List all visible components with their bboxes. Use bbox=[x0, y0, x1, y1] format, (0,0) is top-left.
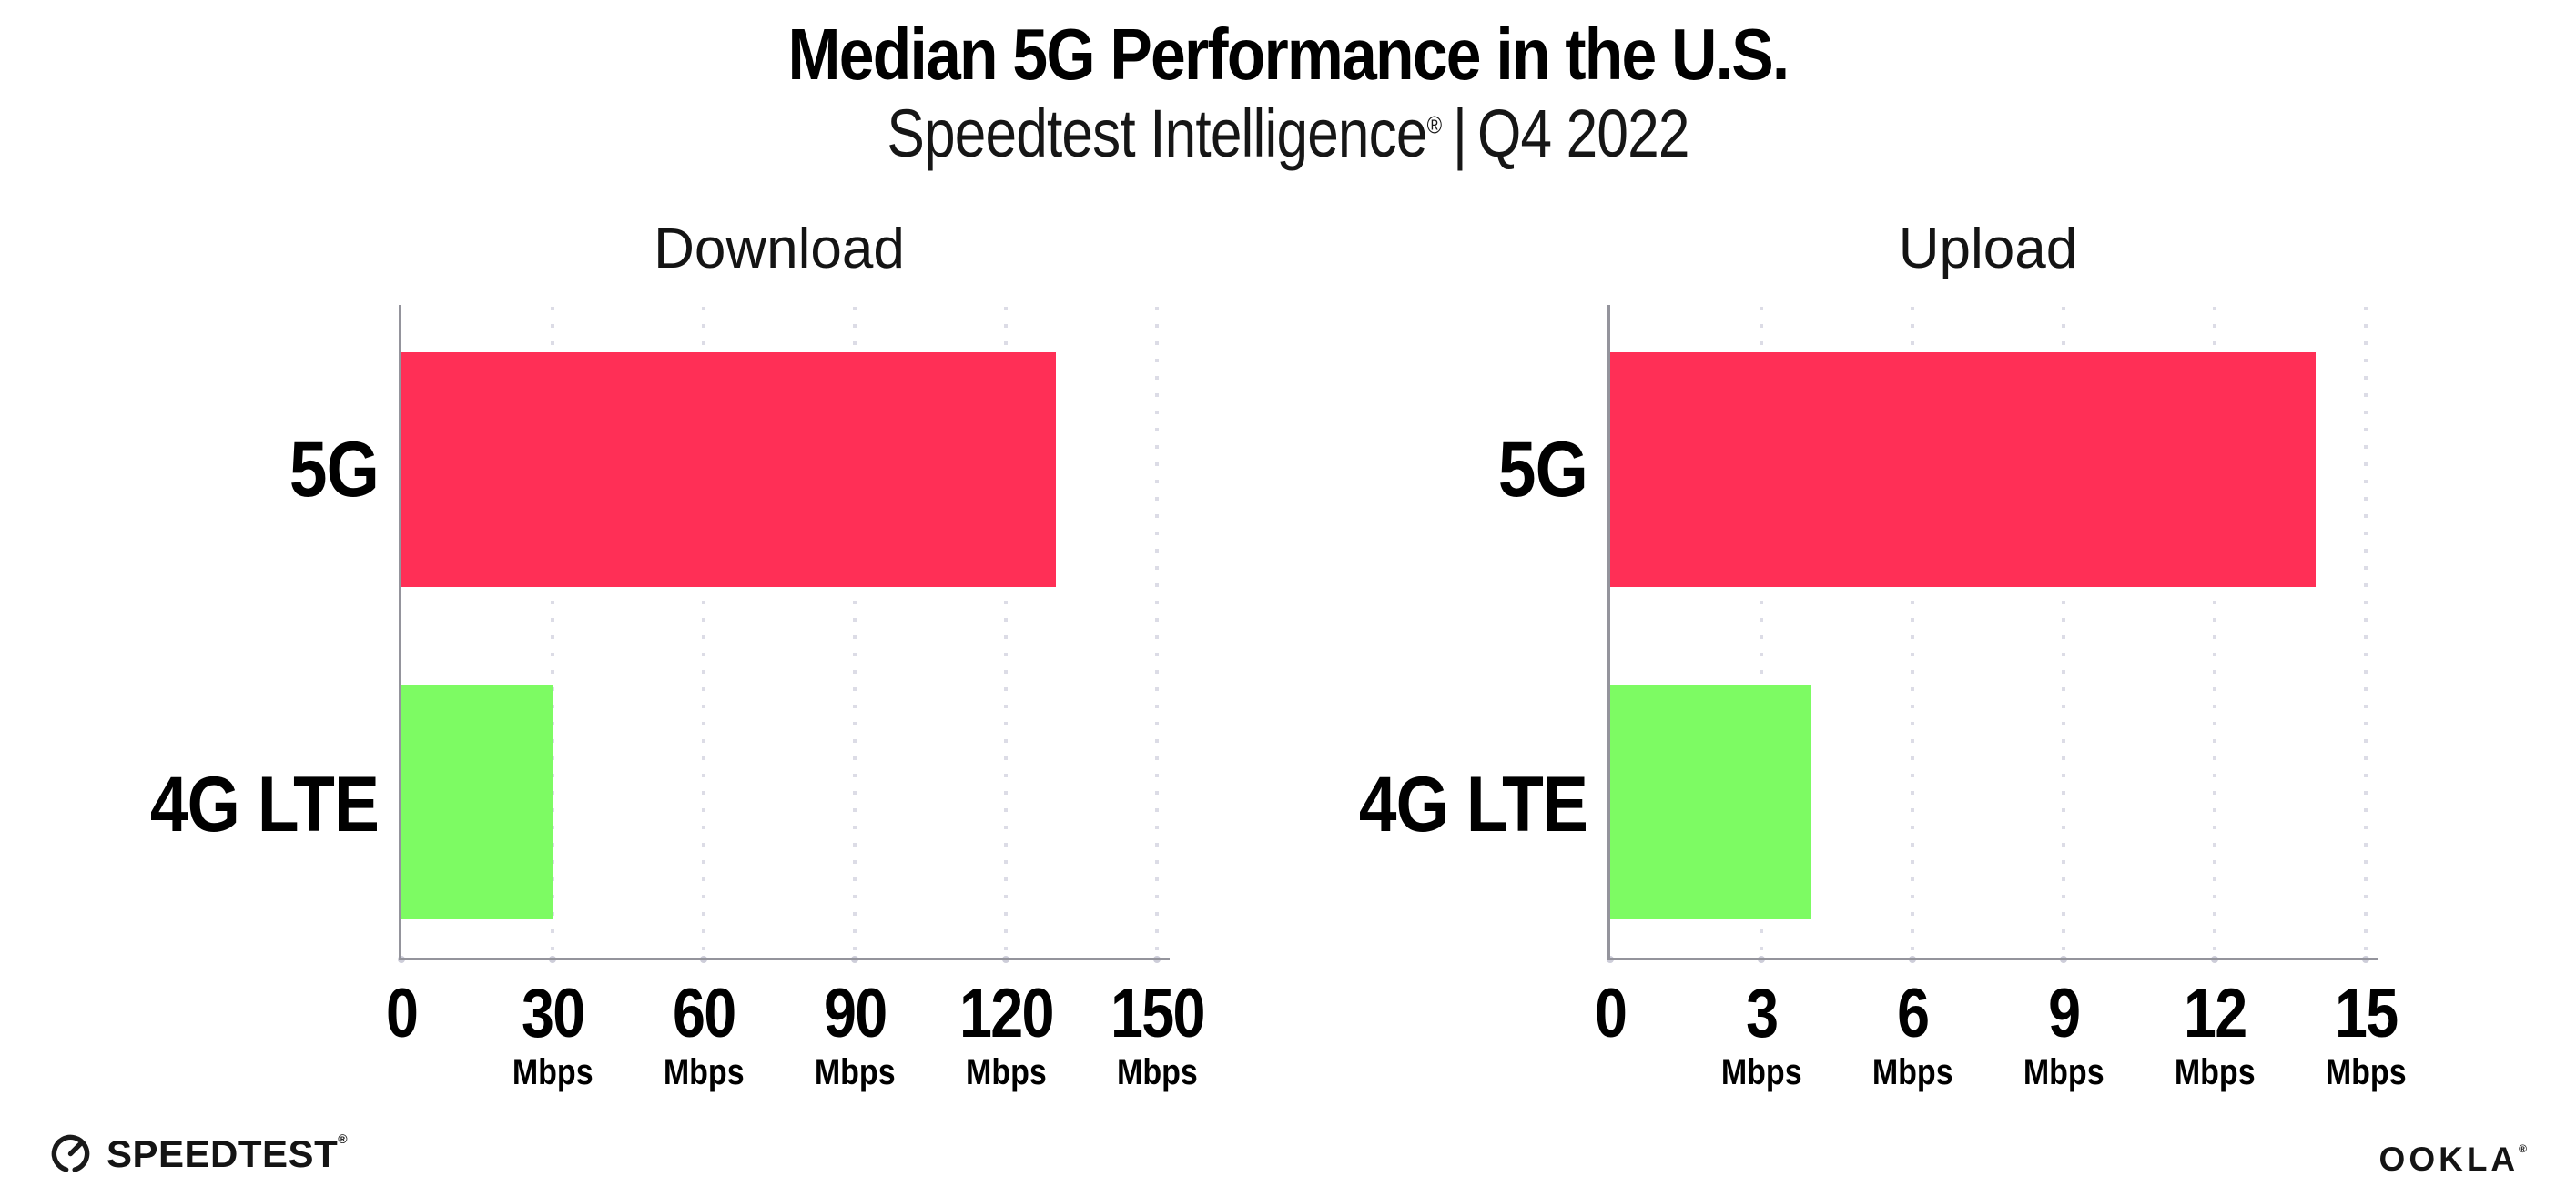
x-tick-value: 15 bbox=[2334, 975, 2399, 1052]
bar-4glte-upload bbox=[1610, 685, 1812, 919]
download-chart-title: Download bbox=[654, 218, 905, 280]
gridline bbox=[551, 307, 554, 959]
x-tick-label-inner: 6 Mbps bbox=[1871, 975, 1953, 1092]
x-tick-unit: Mbps bbox=[1116, 1052, 1198, 1092]
bar-5g-upload bbox=[1610, 352, 2316, 587]
x-tick-value: 0 bbox=[385, 975, 419, 1052]
x-tick-label-inner: 9 Mbps bbox=[2023, 975, 2104, 1092]
gridline bbox=[1911, 307, 1914, 959]
ookla-logo: OOKLA® bbox=[2379, 1141, 2527, 1179]
speedtest-wordmark: SPEEDTEST® bbox=[106, 1131, 348, 1176]
x-tick-unit: Mbps bbox=[2325, 1052, 2407, 1092]
x-tick-label-inner: 0 bbox=[385, 975, 419, 1052]
x-tick-value: 9 bbox=[2047, 975, 2081, 1052]
x-tick-unit: Mbps bbox=[814, 1052, 896, 1092]
x-tick-label-inner: 15 Mbps bbox=[2325, 975, 2407, 1092]
x-tick-value: 60 bbox=[672, 975, 736, 1052]
subtitle-brand: Speedtest Intelligence bbox=[887, 96, 1427, 171]
x-tick-unit: Mbps bbox=[512, 1052, 593, 1092]
page-title: Median 5G Performance in the U.S. bbox=[787, 14, 1790, 95]
speedtest-label: SPEEDTEST bbox=[106, 1132, 339, 1175]
category-label-5g-download: 5G bbox=[289, 426, 380, 513]
upload-chart-title: Upload bbox=[1898, 218, 2078, 280]
speedtest-registered-mark: ® bbox=[338, 1131, 348, 1146]
gridline bbox=[2364, 307, 2368, 959]
category-label-4glte-download: 4G LTE bbox=[149, 761, 380, 848]
x-tick-label-inner: 12 Mbps bbox=[2174, 975, 2256, 1092]
gridline bbox=[853, 307, 857, 959]
x-tick-label-inner: 90 Mbps bbox=[814, 975, 896, 1092]
speedtest-logo: SPEEDTEST® bbox=[49, 1131, 348, 1176]
x-tick-value: 12 bbox=[2183, 975, 2247, 1052]
x-tick-unit: Mbps bbox=[2174, 1052, 2256, 1092]
gridline bbox=[2062, 307, 2065, 959]
page-subtitle: Speedtest Intelligence® | Q4 2022 bbox=[206, 95, 2369, 172]
gridline bbox=[702, 307, 705, 959]
upload-chart-plot: 0 3 Mbps 6 Mbps 9 Mbps 12 Mbps 15 Mbps bbox=[1595, 305, 2406, 1091]
x-tick-value: 30 bbox=[521, 975, 585, 1052]
download-chart-plot: 0 30 Mbps 60 Mbps 90 Mbps 120 Mbps 150 Mbps bbox=[386, 305, 1205, 1091]
x-tick-unit: Mbps bbox=[2023, 1052, 2104, 1092]
x-tick-value: 120 bbox=[958, 975, 1054, 1052]
x-tick-value: 3 bbox=[1745, 975, 1779, 1052]
gridline bbox=[2213, 307, 2216, 959]
gridline bbox=[1155, 307, 1159, 959]
x-tick-unit: Mbps bbox=[1871, 1052, 1953, 1092]
x-tick-value: 150 bbox=[1110, 975, 1205, 1052]
y-axis-line bbox=[1607, 305, 1610, 959]
x-axis-line bbox=[1607, 958, 2378, 960]
x-tick-unit: Mbps bbox=[663, 1052, 745, 1092]
ookla-label: OOKLA bbox=[2378, 1141, 2520, 1178]
x-tick-unit: Mbps bbox=[1720, 1052, 1802, 1092]
gridline bbox=[1760, 307, 1763, 959]
gridline bbox=[1004, 307, 1008, 959]
y-axis-line bbox=[399, 305, 401, 959]
x-tick-label-inner: 30 Mbps bbox=[512, 975, 593, 1092]
x-tick-label-inner: 60 Mbps bbox=[663, 975, 745, 1092]
category-label-5g-upload: 5G bbox=[1497, 426, 1588, 513]
registered-mark: ® bbox=[1426, 111, 1443, 139]
speedtest-gauge-icon bbox=[51, 1134, 90, 1173]
x-tick-label-inner: 0 bbox=[1594, 975, 1628, 1052]
x-tick-unit: Mbps bbox=[965, 1052, 1047, 1092]
x-tick-value: 0 bbox=[1594, 975, 1628, 1052]
ookla-registered-mark: ® bbox=[2519, 1142, 2527, 1155]
x-tick-value: 6 bbox=[1896, 975, 1930, 1052]
x-tick-label-inner: 120 Mbps bbox=[958, 975, 1054, 1092]
category-label-4glte-upload: 4G LTE bbox=[1358, 761, 1588, 848]
x-tick-value: 90 bbox=[823, 975, 887, 1052]
x-axis-line bbox=[399, 958, 1170, 960]
subtitle-separator: | bbox=[1452, 96, 1467, 171]
x-tick-label-inner: 150 Mbps bbox=[1110, 975, 1205, 1092]
bar-4glte-download bbox=[401, 685, 553, 919]
x-tick-label-inner: 3 Mbps bbox=[1720, 975, 1802, 1092]
subtitle-period: Q4 2022 bbox=[1476, 96, 1689, 171]
bar-5g-download bbox=[401, 352, 1057, 587]
